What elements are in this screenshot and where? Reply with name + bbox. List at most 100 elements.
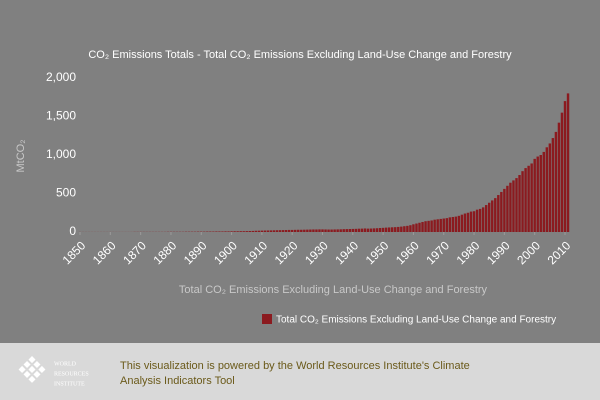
bar <box>369 228 373 232</box>
bar <box>297 229 300 232</box>
bar <box>481 207 485 232</box>
y-tick-label: 2,000 <box>46 70 76 84</box>
bar <box>294 229 297 232</box>
bar <box>242 231 245 232</box>
bar <box>239 231 242 232</box>
bar <box>527 165 530 232</box>
bar <box>533 158 536 232</box>
bar <box>491 200 494 232</box>
y-tick-label: 1,500 <box>46 109 76 123</box>
bar <box>351 228 355 232</box>
bar <box>545 147 549 232</box>
bar <box>506 185 509 232</box>
bar <box>260 230 264 232</box>
bar <box>445 218 448 232</box>
bar <box>306 229 309 232</box>
bar <box>275 230 279 232</box>
y-tick-label: 0 <box>69 224 76 238</box>
bar <box>512 180 515 232</box>
bar <box>439 218 442 232</box>
bar <box>227 231 230 232</box>
bar <box>463 213 467 232</box>
bar <box>336 229 339 232</box>
chart-background <box>0 0 600 343</box>
bar <box>563 101 567 232</box>
bar <box>451 216 455 232</box>
bar <box>454 216 458 232</box>
bar <box>409 225 412 232</box>
bar <box>387 227 391 232</box>
bar <box>287 229 291 232</box>
bar <box>236 231 239 232</box>
bar <box>557 122 561 232</box>
bar <box>554 131 558 232</box>
bar <box>381 227 385 232</box>
bar <box>430 220 433 232</box>
bar <box>348 228 351 232</box>
bar <box>503 188 506 232</box>
bar <box>363 228 367 232</box>
chart-title: CO₂ Emissions Totals - Total CO₂ Emissio… <box>88 49 512 61</box>
bar <box>509 182 512 232</box>
bar <box>269 230 273 232</box>
bar <box>345 229 348 232</box>
bar <box>321 229 324 232</box>
bar <box>536 156 539 232</box>
bar <box>224 231 227 232</box>
bar <box>266 230 270 232</box>
bar <box>278 230 282 232</box>
x-axis-title: Total CO₂ Emissions Excluding Land-Use C… <box>179 284 488 296</box>
bar <box>524 168 527 232</box>
bar <box>284 229 288 232</box>
footer-text: This visualization is powered by the Wor… <box>120 360 470 372</box>
bar <box>378 227 382 232</box>
bar <box>309 229 312 232</box>
bar <box>500 191 503 232</box>
bar <box>406 225 409 232</box>
logo-text: WORLD <box>54 361 77 367</box>
bar <box>466 212 470 232</box>
bar <box>360 228 364 232</box>
y-tick-label: 500 <box>56 186 76 200</box>
logo-text: INSTITUTE <box>54 381 85 387</box>
bar <box>415 223 418 232</box>
bar <box>327 229 330 232</box>
bar <box>354 228 358 232</box>
bar <box>442 218 445 232</box>
bar <box>494 198 497 232</box>
bar <box>478 208 482 232</box>
bar <box>372 228 376 232</box>
y-axis-title: MtCO₂ <box>15 140 27 173</box>
bar <box>530 163 533 232</box>
y-tick-label: 1,000 <box>46 147 76 161</box>
bar <box>418 222 421 232</box>
bar <box>230 231 233 232</box>
bar <box>391 227 394 232</box>
bar <box>339 229 342 232</box>
bar <box>254 230 258 232</box>
bar <box>484 205 488 232</box>
bar <box>312 229 315 232</box>
bar <box>521 171 524 232</box>
bar <box>518 175 521 232</box>
bar <box>460 214 464 232</box>
legend-label: Total CO₂ Emissions Excluding Land-Use C… <box>276 315 556 326</box>
bar <box>539 155 542 232</box>
bar <box>215 231 218 232</box>
bar <box>400 226 403 232</box>
bar <box>281 230 285 232</box>
bar <box>290 229 294 232</box>
bar <box>330 229 333 232</box>
bar <box>342 229 345 232</box>
bar <box>357 228 361 232</box>
bar <box>384 227 388 232</box>
bar <box>303 229 306 232</box>
logo-text: RESOURCES <box>54 371 89 377</box>
bar <box>218 231 221 232</box>
bar <box>548 143 552 232</box>
bar <box>272 230 276 232</box>
bar <box>436 219 439 232</box>
footer-text: Analysis Indicators Tool <box>120 375 235 387</box>
bar <box>542 151 545 232</box>
